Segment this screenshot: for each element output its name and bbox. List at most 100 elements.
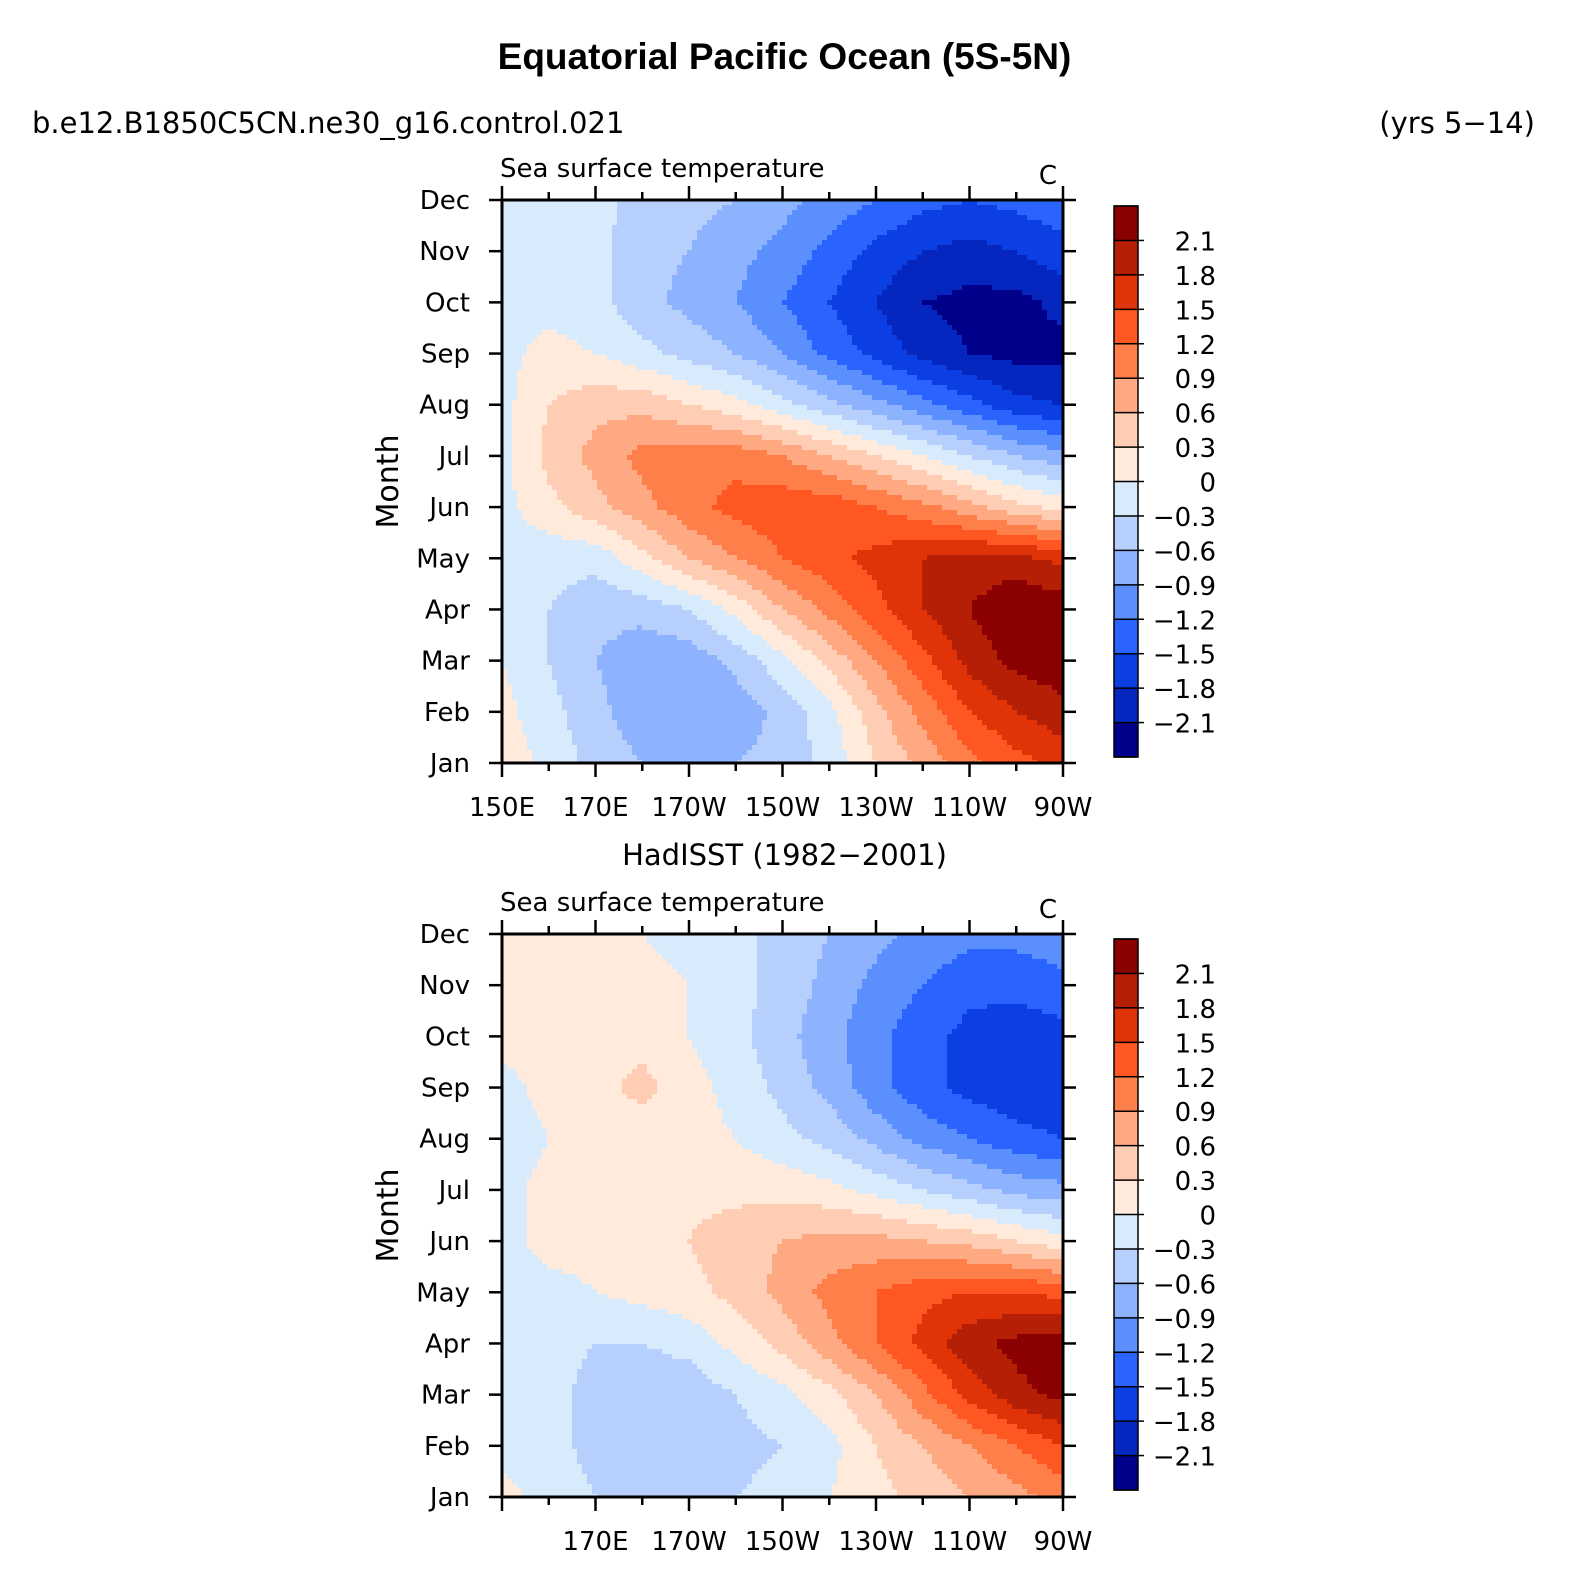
x-tick-label: 110W xyxy=(932,1527,1007,1557)
colorbar-label: 1.8 xyxy=(1175,262,1216,292)
colorbar-label: 0 xyxy=(1199,469,1216,499)
colorbar-box xyxy=(1114,447,1138,482)
colorbar-box xyxy=(1114,1386,1138,1422)
colorbar-label: 1.2 xyxy=(1175,331,1216,361)
y-tick-label: Mar xyxy=(421,647,470,677)
colorbar-label: 0.3 xyxy=(1175,1167,1216,1197)
colorbar-label: 2.1 xyxy=(1175,960,1216,990)
y-tick-label: Jul xyxy=(437,1176,470,1206)
y-tick-label: Aug xyxy=(419,391,470,421)
colorbar: 2.1 1.8 1.5 1.2 0.9 0.6 0.3 0 −0.3 −0.6 −0.9 −1.2 −1… xyxy=(1113,205,1216,758)
colorbar-box xyxy=(1114,1248,1138,1284)
colorbar-label: 0.6 xyxy=(1175,400,1216,430)
colorbar-box xyxy=(1114,584,1138,620)
y-axis-label: Month xyxy=(371,434,406,528)
colorbar-box xyxy=(1114,1007,1138,1043)
colorbar-box xyxy=(1114,619,1138,655)
colorbar-label: −2.1 xyxy=(1153,710,1216,740)
colorbar-label: −1.2 xyxy=(1153,1339,1216,1369)
x-tick-label: 170E xyxy=(562,1527,628,1557)
colorbar-label: −1.8 xyxy=(1153,1408,1216,1438)
colorbar-box xyxy=(1114,688,1138,723)
units-label: C xyxy=(1039,895,1057,925)
colorbar-box xyxy=(1114,1455,1138,1491)
y-tick-label: Jul xyxy=(437,442,470,472)
years-label: (yrs 5−14) xyxy=(1379,106,1535,140)
colorbar-label: 0.9 xyxy=(1175,1098,1216,1128)
colorbar-box xyxy=(1114,1076,1138,1112)
colorbar-label: 1.8 xyxy=(1175,995,1216,1025)
y-tick-label: Apr xyxy=(425,1329,470,1359)
colorbar-label: −0.9 xyxy=(1153,1305,1216,1335)
colorbar-box xyxy=(1114,1317,1138,1353)
colorbar-label: 0.6 xyxy=(1175,1133,1216,1163)
x-tick-label: 170E xyxy=(562,793,628,823)
colorbar-box xyxy=(1114,939,1138,974)
colorbar-box xyxy=(1114,1214,1138,1250)
contour-field xyxy=(502,934,1064,1498)
panel-title: Sea surface temperature xyxy=(500,154,824,184)
colorbar-box xyxy=(1114,378,1138,414)
y-tick-label: Feb xyxy=(424,698,470,728)
colorbar-label: 2.1 xyxy=(1175,227,1216,257)
colorbar-label: −1.5 xyxy=(1153,641,1216,671)
colorbar-box xyxy=(1114,1283,1138,1319)
y-axis-label: Month xyxy=(371,1168,406,1262)
x-tick-label: 150W xyxy=(745,1527,820,1557)
units-label: C xyxy=(1039,161,1057,191)
colorbar-label: −0.9 xyxy=(1153,572,1216,602)
colorbar-label: 0.9 xyxy=(1175,365,1216,395)
colorbar-box xyxy=(1114,1421,1138,1456)
x-tick-label: 130W xyxy=(838,793,913,823)
x-tick-label: 150W xyxy=(745,793,820,823)
colorbar-label: −0.6 xyxy=(1153,1270,1216,1300)
figure-title: Equatorial Pacific Ocean (5S-5N) xyxy=(0,36,1569,78)
observation-dataset-label: HadISST (1982−2001) xyxy=(0,838,1569,872)
colorbar-label: −2.1 xyxy=(1153,1443,1216,1473)
x-tick-label: 170W xyxy=(651,793,726,823)
x-tick-label: 90W xyxy=(1034,793,1093,823)
x-tick-label: 130W xyxy=(838,1527,913,1557)
y-tick-label: Sep xyxy=(421,340,470,370)
heatmap-panel-2: Jan Feb Mar Apr May Jun Jul Aug Sep Oct Nov Dec 170E… xyxy=(371,888,1216,1557)
colorbar-box xyxy=(1114,274,1138,310)
colorbar-box xyxy=(1114,481,1138,517)
colorbar-box xyxy=(1114,1180,1138,1215)
y-tick-label: Dec xyxy=(420,186,470,216)
colorbar-label: −1.8 xyxy=(1153,675,1216,705)
colorbar-box xyxy=(1114,206,1138,241)
y-tick-label: May xyxy=(416,544,470,574)
colorbar: 2.1 1.8 1.5 1.2 0.9 0.6 0.3 0 −0.3 −0.6 −0.9 −1.2 −1… xyxy=(1113,938,1216,1491)
colorbar-box xyxy=(1114,550,1138,586)
colorbar-box xyxy=(1114,412,1138,448)
colorbar-label: 1.2 xyxy=(1175,1064,1216,1094)
y-tick-label: Nov xyxy=(419,237,470,267)
y-tick-label: Jun xyxy=(427,1227,470,1257)
x-tick-label: 90W xyxy=(1034,1527,1093,1557)
colorbar-label: −1.5 xyxy=(1153,1374,1216,1404)
y-tick-label: Mar xyxy=(421,1381,470,1411)
colorbar-box xyxy=(1114,973,1138,1009)
y-tick-label: Oct xyxy=(425,288,470,318)
colorbar-box xyxy=(1114,1042,1138,1078)
colorbar-label: 1.5 xyxy=(1175,296,1216,326)
colorbar-label: −0.3 xyxy=(1153,503,1216,533)
colorbar-label: −0.6 xyxy=(1153,537,1216,567)
x-tick-label: 150E xyxy=(469,793,535,823)
heatmap-panel-1: Jan Feb Mar Apr May Jun Jul Aug Sep Oct Nov Dec 150E… xyxy=(371,154,1216,823)
y-tick-label: Sep xyxy=(421,1074,470,1104)
case-name-label: b.e12.B1850C5CN.ne30_g16.control.021 xyxy=(32,106,624,140)
colorbar-label: 1.5 xyxy=(1175,1029,1216,1059)
contour-field xyxy=(502,200,1064,764)
y-tick-label: Jun xyxy=(427,493,470,523)
colorbar-box xyxy=(1114,343,1138,379)
colorbar-label: 0.3 xyxy=(1175,434,1216,464)
colorbar-box xyxy=(1114,1352,1138,1388)
y-tick-label: Apr xyxy=(425,595,470,625)
y-tick-label: Jan xyxy=(428,1483,470,1513)
y-tick-label: Feb xyxy=(424,1432,470,1462)
y-tick-label: Oct xyxy=(425,1022,470,1052)
colorbar-label: −0.3 xyxy=(1153,1236,1216,1266)
colorbar-label: −1.2 xyxy=(1153,606,1216,636)
